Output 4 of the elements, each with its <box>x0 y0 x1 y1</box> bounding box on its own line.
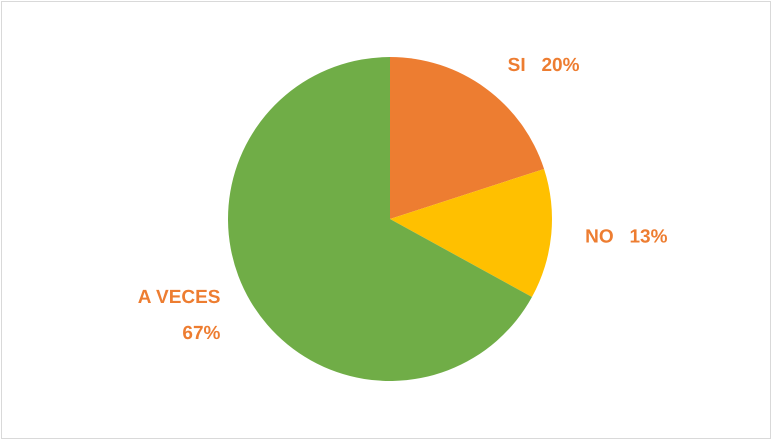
slice-label: SI 20% <box>508 54 580 76</box>
data-label: 67% <box>182 323 221 344</box>
slice-label: A VECES <box>138 287 220 308</box>
slice-label: NO 13% <box>585 226 668 248</box>
